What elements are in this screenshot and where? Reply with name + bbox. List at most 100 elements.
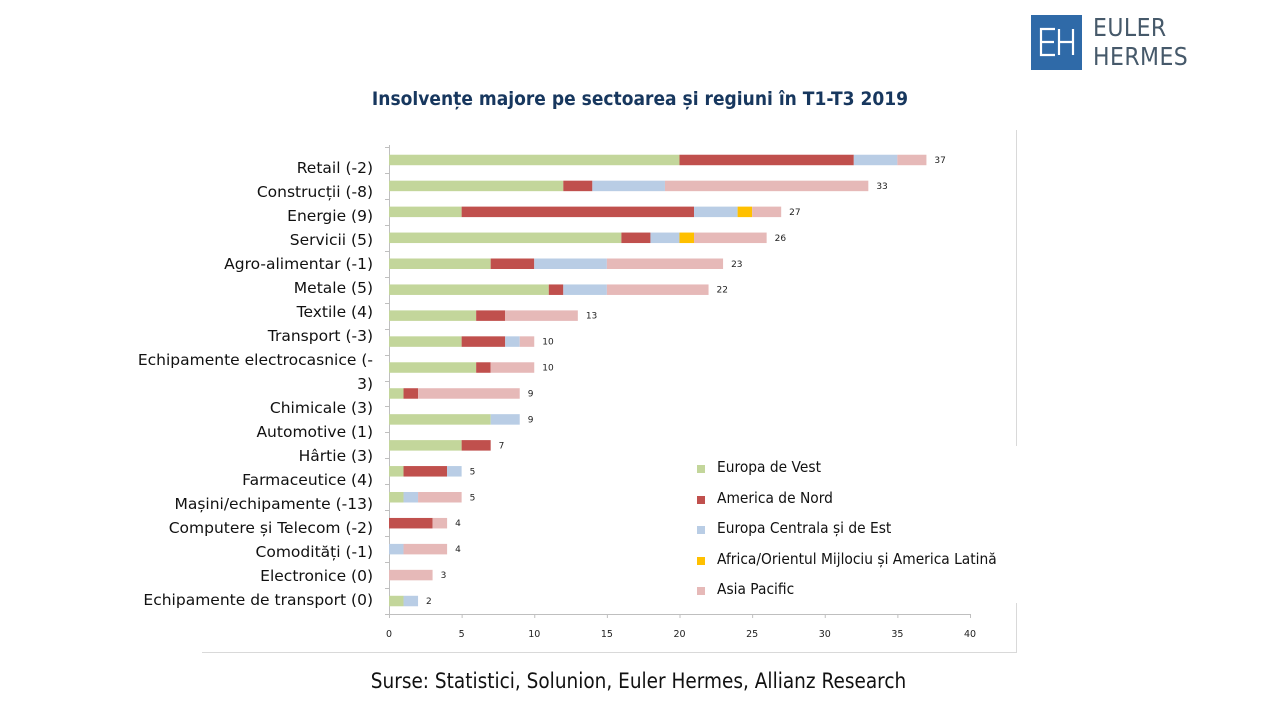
legend-swatch-icon: [697, 526, 705, 535]
legend-swatch-icon: [697, 495, 705, 504]
bar-segment: [389, 206, 462, 218]
bar-segment: [403, 466, 448, 477]
category-label: Agro-alimentar (-1): [224, 255, 373, 273]
bar-segment: [461, 440, 491, 451]
bar-segment: [389, 362, 477, 373]
legend-label: Africa/Orientul Mijlociu și America Lati…: [717, 549, 997, 568]
x-tick-label: 10: [528, 629, 540, 640]
bar-segment: [664, 180, 869, 192]
bar-segment: [389, 258, 491, 269]
bar-segment: [897, 154, 927, 166]
bar-segment: [403, 492, 419, 503]
bar-segment: [548, 284, 564, 295]
bar-segment: [490, 414, 520, 425]
value-label: 22: [717, 286, 728, 296]
bar-segment: [389, 569, 433, 581]
bar-segment: [389, 517, 433, 529]
brand-name: EULER HERMES: [1093, 13, 1189, 71]
value-label: 37: [934, 156, 945, 166]
bar-segment: [563, 180, 593, 192]
category-label: Comodități (-1): [256, 543, 373, 561]
category-label: Electronice (0): [260, 567, 373, 585]
x-tick-label: 20: [673, 629, 685, 640]
bar-segment: [461, 336, 506, 347]
value-label: 33: [876, 182, 887, 192]
bar-segment: [476, 362, 491, 373]
category-label: Construcții (-8): [257, 183, 373, 201]
x-tick-label: 35: [891, 629, 903, 640]
category-label: Metale (5): [294, 279, 373, 297]
bar-segment: [389, 232, 622, 244]
bar-segment: [389, 595, 404, 607]
bar-segment: [563, 284, 607, 295]
category-label: Mașini/echipamente (-13): [174, 495, 373, 513]
bar-segment: [694, 206, 738, 218]
bar-segment: [418, 388, 520, 399]
bar-segment: [389, 466, 404, 477]
bar-segment: [447, 466, 462, 477]
bar-segment: [476, 310, 506, 321]
value-label: 10: [542, 338, 554, 348]
legend-label: Europa de Vest: [717, 458, 821, 477]
bar-segment: [679, 232, 695, 244]
category-label: Farmaceutice (4): [242, 471, 373, 489]
bar-segment: [389, 492, 404, 503]
bar-segment: [389, 414, 491, 425]
bar-segment: [592, 180, 665, 192]
bar-segment: [679, 154, 854, 166]
x-tick-labels: 0 5 10 15 20 25 30 35 40: [386, 629, 976, 640]
category-label: Echipamente de transport (0): [143, 591, 373, 609]
legend-label: Asia Pacific: [717, 580, 795, 599]
bar-segment: [621, 232, 651, 244]
value-label: 23: [731, 260, 742, 270]
bar-segment: [403, 595, 419, 607]
x-tick-label: 0: [386, 629, 392, 640]
bar-segment: [606, 284, 709, 295]
legend-label: America de Nord: [717, 488, 833, 507]
value-label: 4: [455, 545, 461, 555]
chart-title: Insolvențe majore pe sectoarea și regiun…: [371, 88, 909, 110]
bar-segment: [403, 543, 448, 555]
category-label: Chimicale (3): [270, 399, 373, 417]
bar-segment: [650, 232, 680, 244]
legend-item: Asia Pacific: [697, 574, 1021, 605]
value-label: 13: [586, 312, 597, 322]
bar-segment: [461, 206, 695, 218]
axes: [385, 145, 971, 618]
category-label: Retail (-2): [297, 159, 373, 177]
legend-item: America de Nord: [697, 483, 1021, 514]
bar-segment: [694, 232, 767, 244]
value-label: 3: [441, 571, 447, 581]
legend-label: Europa Centrala și de Est: [717, 519, 892, 538]
value-label: 9: [528, 415, 534, 425]
value-label: 7: [499, 441, 505, 451]
legend-item: Europa de Vest: [697, 452, 1021, 483]
x-tick-label: 25: [746, 629, 758, 640]
bar-segment: [389, 310, 477, 321]
value-label: 4: [455, 519, 461, 529]
legend-swatch-icon: [697, 556, 705, 565]
eh-logo-mark-icon: [1031, 14, 1083, 70]
bar-segment: [606, 258, 724, 269]
legend-swatch-icon: [697, 465, 705, 474]
bar-segment: [418, 492, 462, 503]
value-label: 10: [542, 364, 554, 374]
value-label: 5: [470, 493, 476, 503]
legend-swatch-icon: [697, 587, 705, 596]
bar-segment: [389, 440, 462, 451]
bar-segment: [490, 362, 535, 373]
bar-segment: [752, 206, 782, 218]
category-label: Hârtie (3): [299, 447, 373, 465]
category-label: Textile (4): [296, 303, 373, 321]
value-labels: 37 33 27 26 23 22 13 10 10 9 9 7 5 5 4 4 3 2: [426, 156, 946, 607]
bar-segment: [389, 284, 549, 295]
legend-item: Africa/Orientul Mijlociu și America Lati…: [697, 544, 1021, 575]
bar-segment: [389, 543, 404, 555]
category-label: 3): [357, 375, 373, 393]
chart-frame: [202, 130, 1017, 653]
bar-segment: [389, 388, 404, 399]
bar-segment: [389, 154, 680, 166]
euler-hermes-logo: EULER HERMES: [1031, 13, 1280, 71]
category-label: Echipamente electrocasnice (-: [138, 351, 373, 369]
